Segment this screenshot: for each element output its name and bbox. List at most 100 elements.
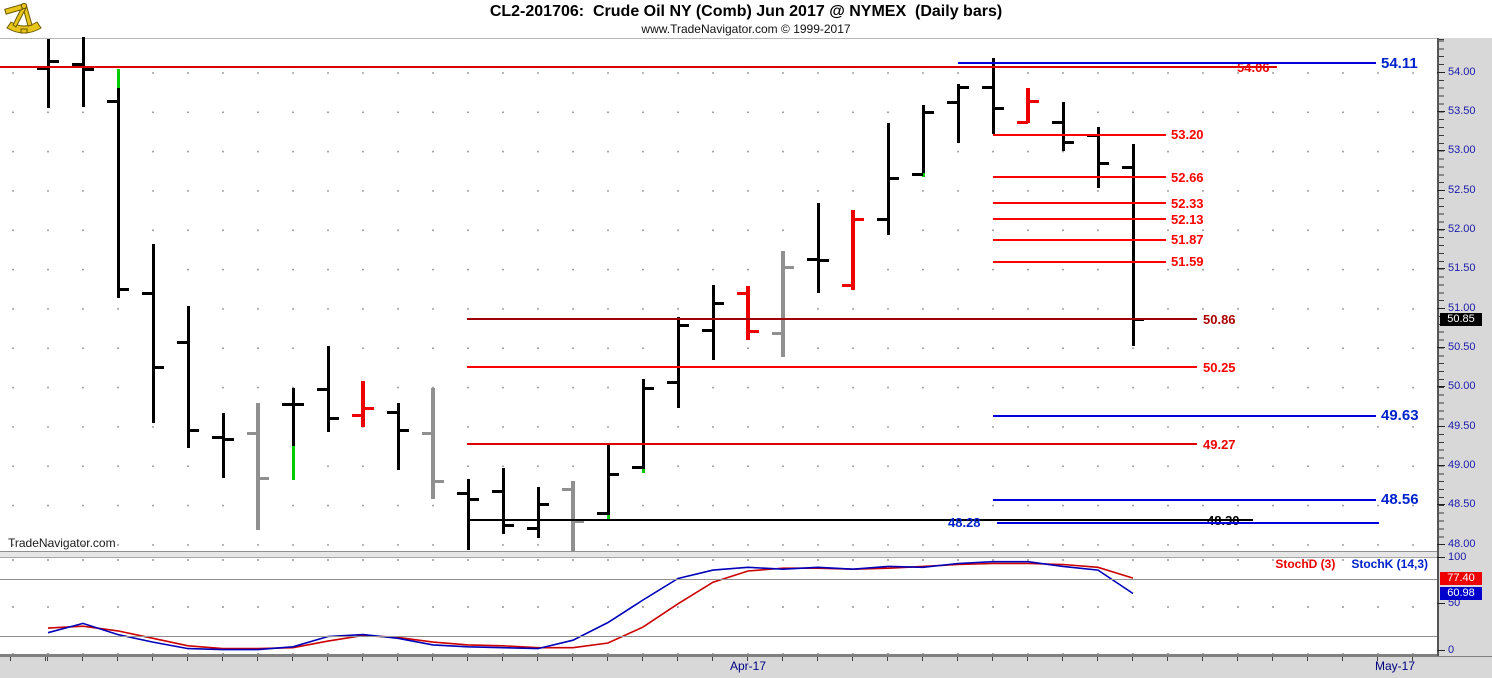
price-level-line[interactable] bbox=[993, 202, 1166, 205]
ohlc-bar-stem bbox=[81, 37, 85, 108]
price-axis-label: 51.00 bbox=[1448, 301, 1476, 314]
price-axis-tick bbox=[1437, 110, 1445, 112]
ohlc-close-tick bbox=[818, 259, 829, 263]
price-level-line[interactable] bbox=[467, 443, 1197, 446]
price-axis-tick bbox=[1437, 268, 1445, 270]
ohlc-bar-stem bbox=[921, 105, 925, 177]
ohlc-bar-highlight bbox=[291, 446, 295, 481]
price-axis[interactable] bbox=[1439, 38, 1492, 656]
price-level-line[interactable] bbox=[0, 66, 1277, 69]
price-chart-pane[interactable] bbox=[0, 38, 1437, 552]
ohlc-close-tick bbox=[888, 176, 899, 180]
chart-title: CL2-201706: Crude Oil NY (Comb) Jun 2017… bbox=[489, 3, 1003, 20]
watermark: TradeNavigator.com bbox=[8, 536, 116, 550]
time-axis-label: May-17 bbox=[1374, 659, 1416, 673]
price-level-line[interactable] bbox=[993, 238, 1166, 241]
ohlc-open-tick bbox=[1122, 166, 1133, 170]
price-level-label[interactable]: 53.20 bbox=[1171, 127, 1204, 143]
price-level-label[interactable]: 49.63 bbox=[1381, 407, 1419, 425]
price-axis-tick bbox=[1437, 386, 1445, 388]
ohlc-bar-stem bbox=[46, 38, 50, 109]
ohlc-close-tick bbox=[678, 323, 689, 327]
time-axis[interactable] bbox=[0, 656, 1492, 678]
ohlc-bar-stem bbox=[571, 481, 575, 552]
ohlc-close-tick bbox=[328, 416, 339, 420]
stoch-d-value-badge: 77.40 bbox=[1440, 572, 1482, 586]
ohlc-bar-stem bbox=[326, 345, 330, 433]
ohlc-open-tick bbox=[177, 341, 188, 345]
price-level-label[interactable]: 49.27 bbox=[1203, 436, 1236, 452]
time-axis-ticks bbox=[0, 657, 1437, 661]
price-level-label[interactable]: 54.11 bbox=[1381, 54, 1418, 72]
ohlc-close-tick bbox=[258, 477, 269, 481]
price-level-line[interactable] bbox=[467, 366, 1197, 368]
price-axis-label: 52.00 bbox=[1448, 222, 1476, 235]
price-level-line[interactable] bbox=[467, 318, 1197, 320]
ohlc-close-tick bbox=[1063, 140, 1074, 144]
price-axis-tick bbox=[1437, 71, 1445, 73]
price-level-label[interactable]: 50.25 bbox=[1203, 359, 1236, 375]
stoch-axis-label: 100 bbox=[1448, 550, 1467, 563]
price-level-line[interactable] bbox=[993, 218, 1166, 221]
ohlc-open-tick bbox=[142, 291, 153, 295]
price-axis-tick bbox=[1437, 543, 1445, 545]
price-axis-tick bbox=[1437, 464, 1445, 466]
price-axis-tick bbox=[1437, 228, 1445, 230]
price-level-line[interactable] bbox=[993, 260, 1166, 263]
ohlc-bar-stem bbox=[711, 285, 715, 360]
price-axis-label: 51.50 bbox=[1448, 262, 1476, 275]
price-level-label[interactable]: 48.56 bbox=[1381, 491, 1419, 509]
price-level-line[interactable] bbox=[467, 519, 1253, 522]
ohlc-open-tick bbox=[807, 257, 818, 261]
ohlc-open-tick bbox=[212, 435, 223, 439]
ohlc-open-tick bbox=[457, 492, 468, 496]
ohlc-bar-stem bbox=[186, 305, 190, 448]
ohlc-bar-highlight bbox=[921, 172, 925, 177]
stoch-k-line bbox=[47, 560, 1134, 651]
ohlc-open-tick bbox=[947, 101, 958, 105]
ohlc-bar-stem bbox=[1131, 143, 1135, 346]
ohlc-bar-stem bbox=[431, 388, 435, 500]
legend-stoch-d[interactable]: StochD (3) bbox=[1275, 557, 1336, 571]
ohlc-open-tick bbox=[72, 63, 83, 67]
price-level-label[interactable]: 51.87 bbox=[1171, 232, 1204, 248]
price-level-line[interactable] bbox=[993, 414, 1376, 417]
ohlc-open-tick bbox=[562, 488, 573, 492]
ohlc-open-tick bbox=[527, 526, 538, 530]
price-level-label[interactable]: 52.66 bbox=[1171, 169, 1204, 185]
price-level-label[interactable]: 52.33 bbox=[1171, 195, 1204, 211]
price-level-line[interactable] bbox=[993, 498, 1376, 501]
ohlc-bar-stem bbox=[1026, 87, 1030, 124]
ohlc-open-tick bbox=[737, 292, 748, 296]
price-level-label[interactable]: 48.30 bbox=[1207, 512, 1240, 528]
stoch-k-value-badge: 60.98 bbox=[1440, 587, 1482, 601]
last-price-badge: 50.85 bbox=[1440, 312, 1482, 326]
price-level-label[interactable]: 52.13 bbox=[1171, 211, 1204, 227]
ohlc-bar-highlight bbox=[641, 469, 645, 474]
ohlc-open-tick bbox=[492, 489, 503, 493]
stochastic-pane[interactable] bbox=[0, 556, 1437, 654]
stoch-axis-tick bbox=[1437, 556, 1445, 558]
price-level-line[interactable] bbox=[993, 176, 1166, 179]
ohlc-bar-stem bbox=[1061, 101, 1065, 151]
ohlc-close-tick bbox=[48, 60, 59, 64]
price-level-label[interactable]: 48.28 bbox=[948, 515, 981, 531]
ohlc-close-tick bbox=[468, 497, 479, 501]
ohlc-close-tick bbox=[608, 473, 619, 477]
ohlc-bar-highlight bbox=[606, 514, 610, 519]
ohlc-bar-stem bbox=[816, 203, 820, 294]
price-level-line[interactable] bbox=[993, 133, 1166, 136]
ohlc-open-tick bbox=[107, 100, 118, 104]
ohlc-close-tick bbox=[363, 407, 374, 411]
ohlc-bar-stem bbox=[396, 403, 400, 471]
trade-navigator-logo-sextant-icon[interactable] bbox=[2, 1, 46, 37]
price-level-label[interactable]: 51.59 bbox=[1171, 254, 1204, 270]
price-level-line[interactable] bbox=[997, 521, 1379, 524]
ohlc-close-tick bbox=[83, 68, 94, 72]
price-level-label[interactable]: 50.86 bbox=[1203, 311, 1236, 327]
price-level-line[interactable] bbox=[958, 62, 1376, 65]
ohlc-close-tick bbox=[1098, 161, 1109, 165]
legend-stoch-k[interactable]: StochK (14,3) bbox=[1351, 557, 1428, 571]
price-axis-tick bbox=[1437, 150, 1445, 152]
